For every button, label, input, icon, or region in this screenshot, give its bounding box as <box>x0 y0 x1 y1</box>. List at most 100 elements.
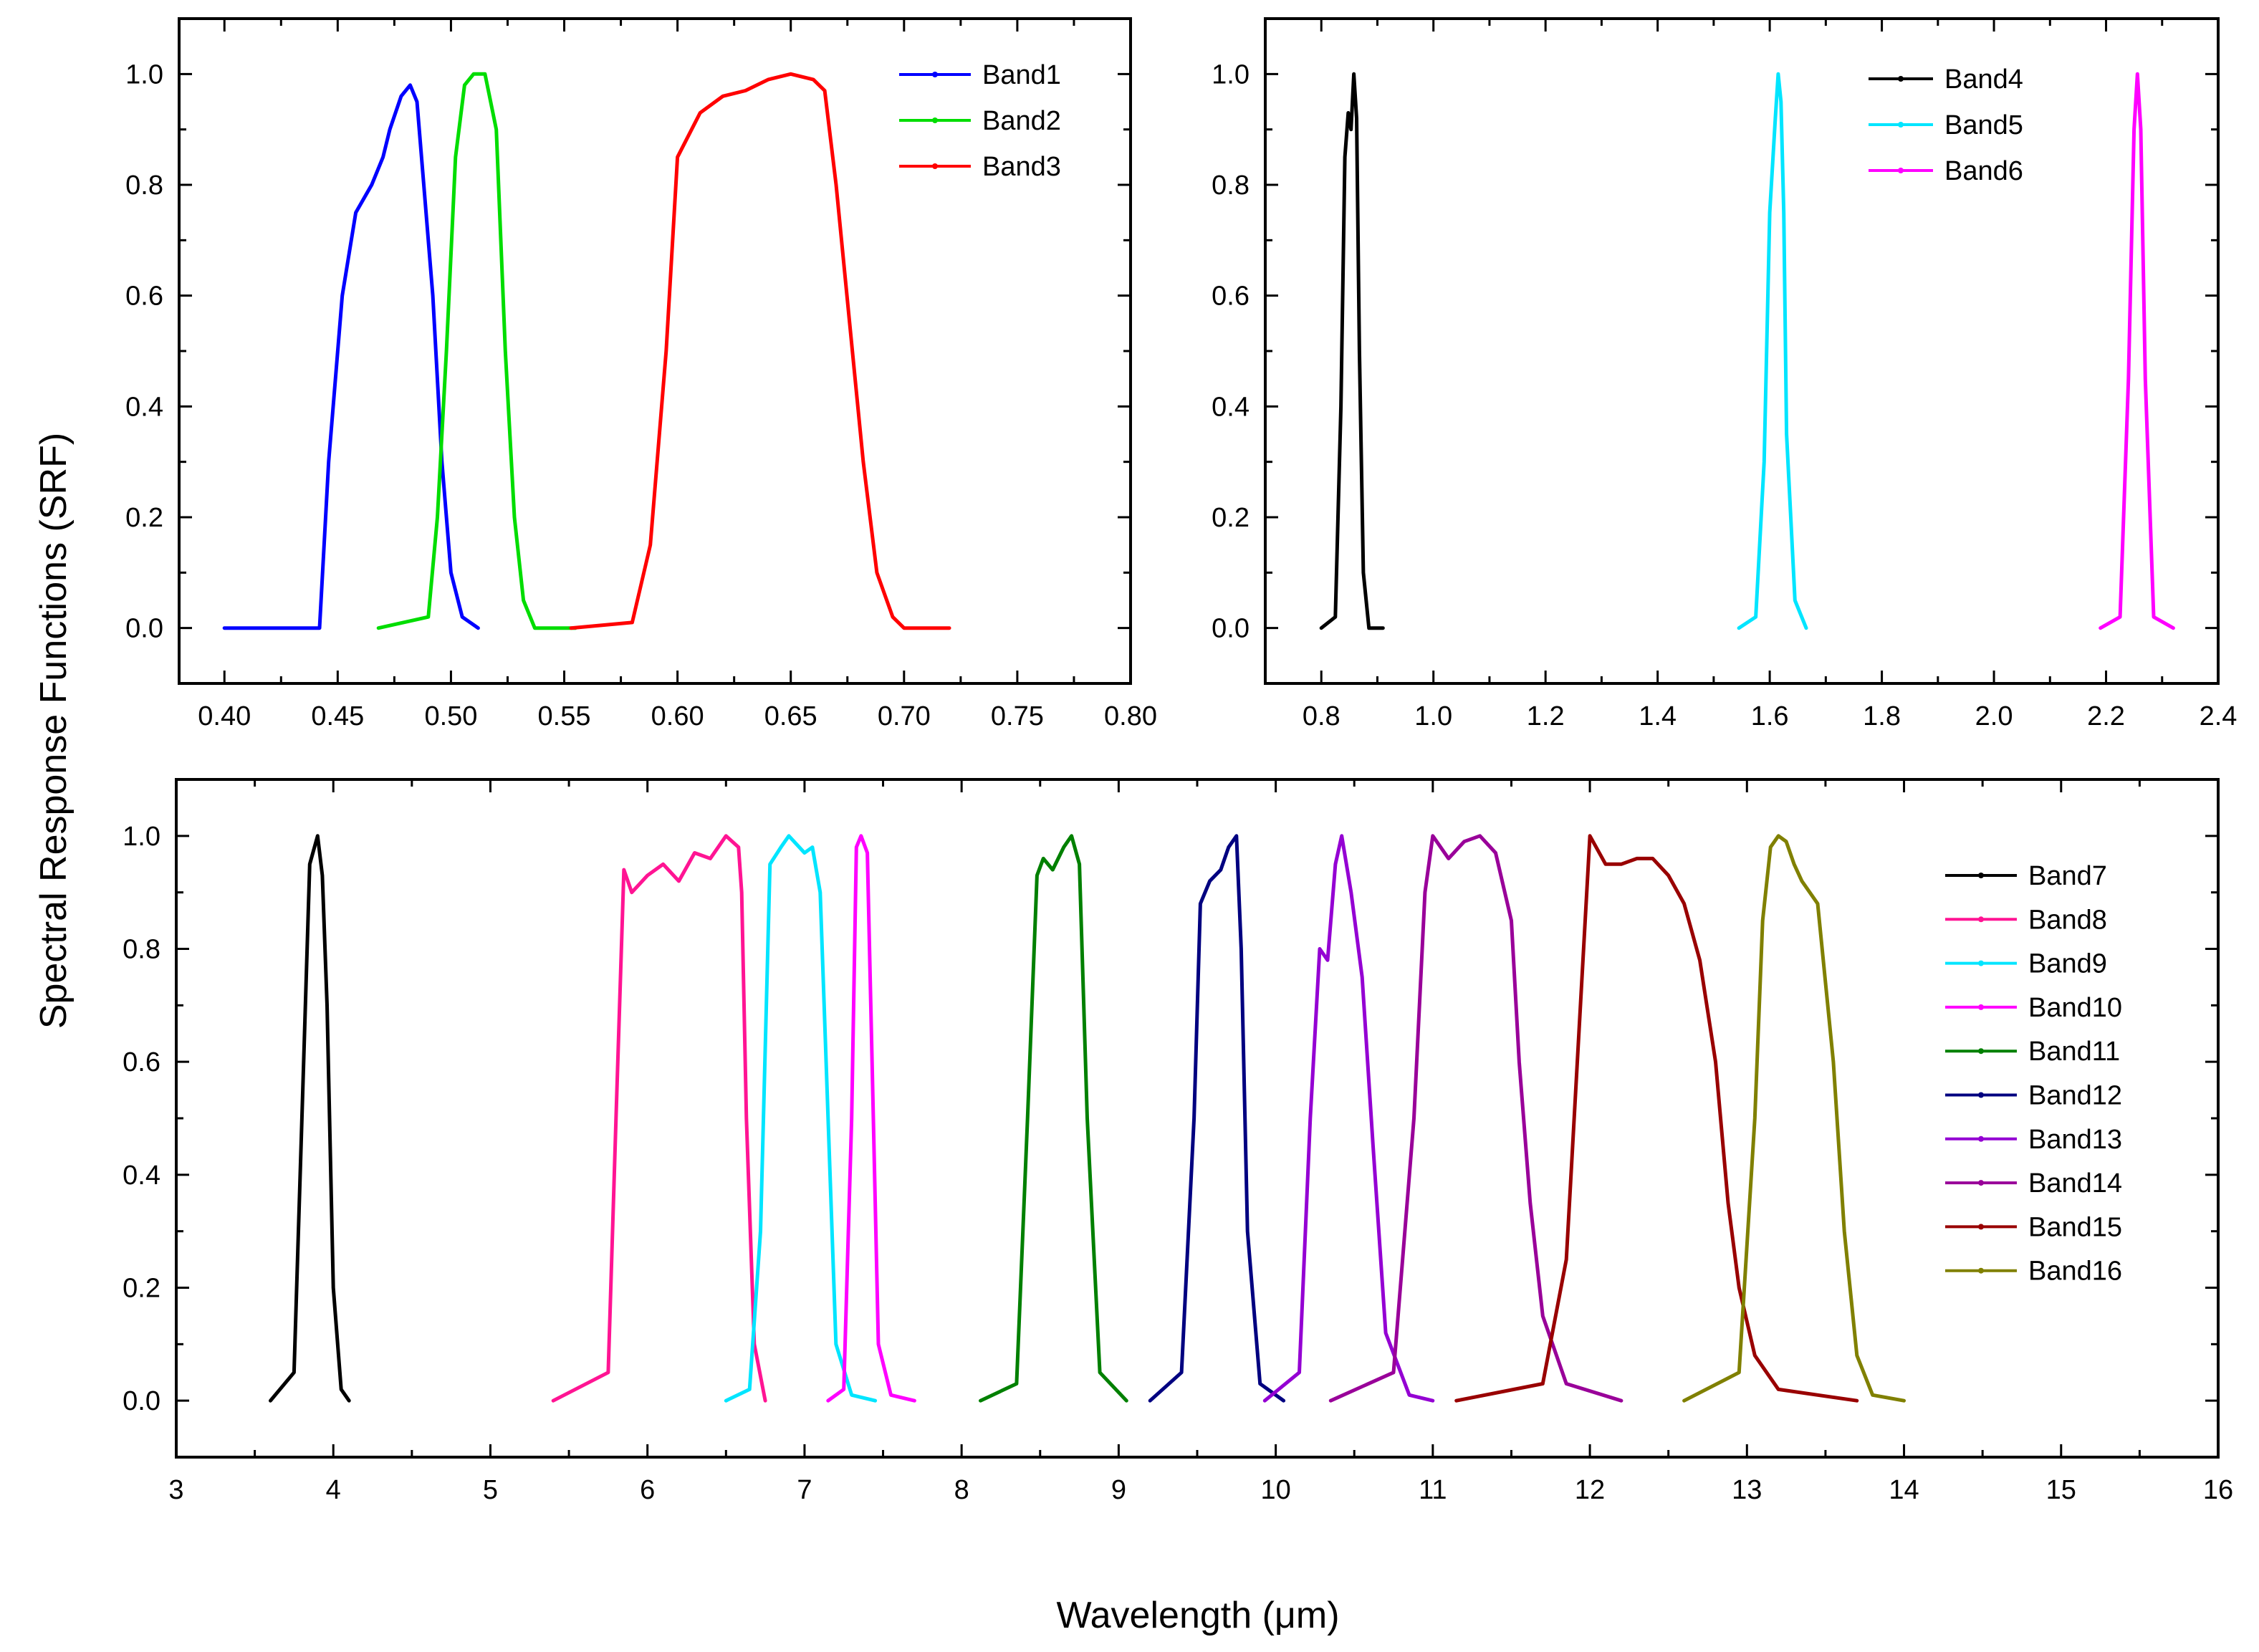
legend-marker <box>1978 1267 1984 1274</box>
legend-marker <box>1978 960 1984 966</box>
series-line-band15 <box>1454 834 1859 1403</box>
series-line-band6 <box>2099 72 2175 630</box>
legend-label: Band9 <box>2028 949 2107 979</box>
series-line-band4 <box>1319 72 1385 630</box>
legend-item-band16: Band16 <box>1945 1257 2122 1287</box>
legend-item-band2: Band2 <box>899 106 1061 136</box>
legend-marker <box>1898 122 1904 128</box>
x-tick-label: 0.60 <box>651 701 704 731</box>
x-tick-label: 1.2 <box>1527 701 1565 731</box>
y-tick-label: 0.2 <box>1212 503 1250 533</box>
y-tick-label: 0.0 <box>1212 614 1250 644</box>
legend: Band7 Band8 Band9 Band10 Band11 Band12 Band13 B… <box>1945 861 2122 1287</box>
legend-item-band9: Band9 <box>1945 949 2107 979</box>
y-tick-label: 0.0 <box>125 614 163 644</box>
legend-marker <box>1978 1092 1984 1098</box>
x-tick-label: 1.0 <box>1414 701 1452 731</box>
legend-label: Band5 <box>1944 110 2023 140</box>
legend: Band4 Band5 Band6 <box>1869 64 2023 186</box>
legend-label: Band10 <box>2028 993 2122 1023</box>
legend-label: Band7 <box>2028 861 2107 891</box>
legend-marker <box>1978 916 1984 923</box>
legend-item-band8: Band8 <box>1945 905 2107 935</box>
legend-label: Band13 <box>2028 1125 2122 1155</box>
y-tick-label: 0.8 <box>123 935 160 965</box>
series-line-band5 <box>1737 72 1808 630</box>
y-tick-label: 1.0 <box>1212 59 1250 90</box>
legend-marker <box>1978 1135 1984 1142</box>
panel-top-right: 0.8 1.0 1.2 1.4 1.6 1.8 2.0 2.2 2.4 0.0 0.2 0.4 0.6 0… <box>1212 17 2238 731</box>
x-tick-label: 1.4 <box>1639 701 1677 731</box>
legend-item-band15: Band15 <box>1945 1212 2122 1242</box>
legend-item-band6: Band6 <box>1869 156 2023 186</box>
x-tick-label: 0.8 <box>1303 701 1340 731</box>
x-tick-label: 0.80 <box>1104 701 1157 731</box>
legend-item-band12: Band12 <box>1945 1081 2122 1111</box>
x-tick-label: 8 <box>954 1475 969 1505</box>
x-tick-label: 5 <box>483 1475 498 1505</box>
legend: Band1 Band2 Band3 <box>899 60 1061 182</box>
plot-frame <box>1264 17 2220 685</box>
legend-label: Band6 <box>1944 156 2023 186</box>
series-line-band2 <box>376 72 577 630</box>
x-tick-label: 1.8 <box>1863 701 1901 731</box>
y-tick-label: 1.0 <box>125 59 163 90</box>
series-line-band7 <box>269 834 351 1403</box>
series-line-band13 <box>1262 834 1435 1403</box>
legend-label: Band1 <box>982 60 1061 90</box>
x-tick-label: 1.6 <box>1751 701 1789 731</box>
y-axis-title: Spectral Response Functions (SRF) <box>33 433 75 1029</box>
y-tick-label: 0.2 <box>125 503 163 533</box>
series-line-band10 <box>826 834 916 1403</box>
y-tick-label: 0.4 <box>1212 392 1250 422</box>
legend-label: Band2 <box>982 106 1061 136</box>
x-tick-label: 7 <box>797 1475 812 1505</box>
series-line-band14 <box>1328 834 1623 1403</box>
legend-label: Band8 <box>2028 905 2107 935</box>
plot-frame <box>175 778 2220 1459</box>
series-line-band1 <box>222 83 480 630</box>
x-tick-label: 0.45 <box>311 701 364 731</box>
legend-item-band13: Band13 <box>1945 1125 2122 1155</box>
x-tick-label: 16 <box>2203 1475 2233 1505</box>
series-line-band9 <box>724 834 878 1403</box>
legend-label: Band11 <box>2028 1037 2120 1067</box>
x-tick-label: 4 <box>326 1475 341 1505</box>
legend-marker <box>1898 168 1904 173</box>
y-tick-label: 0.6 <box>123 1047 160 1077</box>
y-tick-label: 0.0 <box>123 1386 160 1416</box>
x-tick-label: 15 <box>2046 1475 2076 1505</box>
legend-label: Band3 <box>982 152 1061 182</box>
x-tick-label: 13 <box>1732 1475 1762 1505</box>
x-tick-label: 2.2 <box>2087 701 2125 731</box>
y-tick-label: 0.4 <box>125 392 163 422</box>
series-line-band12 <box>1148 834 1286 1403</box>
legend-label: Band4 <box>1944 64 2023 95</box>
y-tick-label: 1.0 <box>123 822 160 852</box>
y-tick-label: 0.4 <box>123 1161 160 1191</box>
legend-marker <box>1978 873 1984 878</box>
x-tick-label: 0.55 <box>538 701 591 731</box>
y-tick-label: 0.8 <box>1212 171 1250 201</box>
legend-item-band5: Band5 <box>1869 110 2023 140</box>
y-tick-label: 0.8 <box>125 171 163 201</box>
x-tick-label: 0.65 <box>764 701 817 731</box>
x-tick-label: 0.75 <box>991 701 1044 731</box>
x-tick-label: 3 <box>168 1475 183 1505</box>
legend-marker <box>1978 1224 1984 1230</box>
series-line-band16 <box>1682 834 1906 1403</box>
x-tick-label: 2.4 <box>2200 701 2238 731</box>
legend-item-band1: Band1 <box>899 60 1061 90</box>
legend-label: Band14 <box>2028 1168 2122 1199</box>
series-line-band11 <box>979 834 1128 1403</box>
legend-item-band11: Band11 <box>1945 1037 2120 1067</box>
x-tick-label: 2.0 <box>1975 701 2013 731</box>
legend-marker <box>932 117 938 123</box>
legend-marker <box>932 72 938 77</box>
legend-marker <box>1978 1004 1984 1010</box>
y-tick-label: 0.6 <box>125 282 163 312</box>
legend-item-band14: Band14 <box>1945 1168 2122 1199</box>
x-tick-label: 9 <box>1111 1475 1126 1505</box>
legend-item-band4: Band4 <box>1869 64 2023 95</box>
